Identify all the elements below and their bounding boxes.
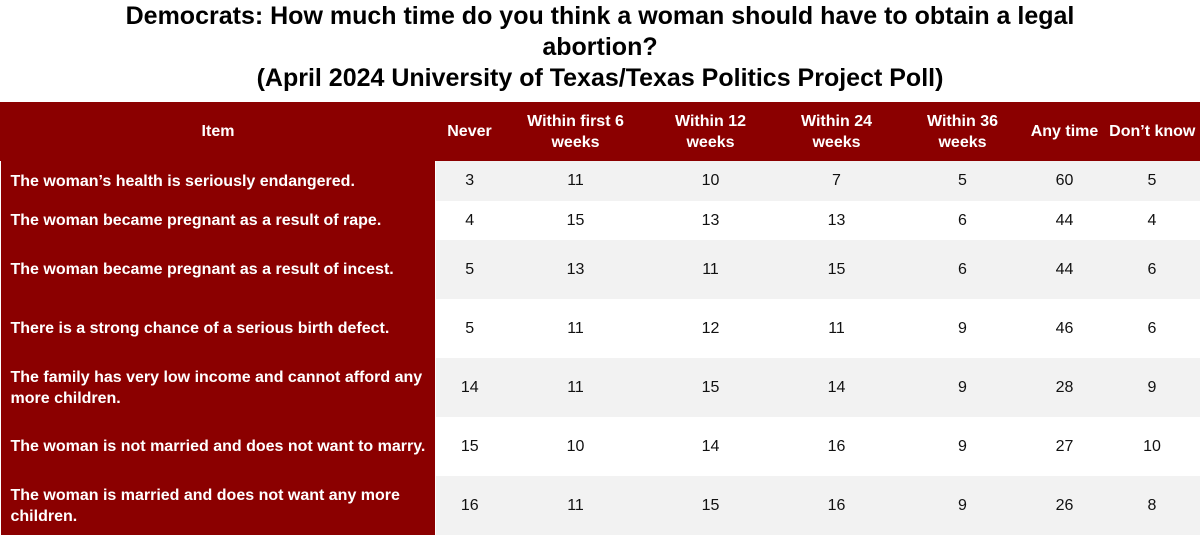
table-cell: 13 [503,240,648,299]
table-cell: 11 [503,358,648,417]
row-item-label: There is a strong chance of a serious bi… [0,299,436,358]
header-row: Item Never Within first 6 weeks Within 1… [0,102,1200,161]
table-cell: 6 [899,240,1026,299]
table-cell: 60 [1025,161,1104,201]
table-cell: 16 [773,417,900,476]
column-header: Within 24 weeks [773,102,900,161]
table-body: The woman’s health is seriously endanger… [0,161,1200,535]
table-cell: 3 [435,161,504,201]
column-header: Never [435,102,504,161]
table-cell: 7 [773,161,900,201]
chart-title: Democrats: How much time do you think a … [0,0,1200,102]
table-cell: 14 [647,417,774,476]
table-cell: 13 [773,201,900,240]
table-row: The woman became pregnant as a result of… [0,201,1200,240]
table-cell: 5 [1103,161,1200,201]
table-cell: 13 [647,201,774,240]
table-cell: 10 [503,417,648,476]
table-cell: 9 [899,299,1026,358]
table-cell: 44 [1025,201,1104,240]
table-cell: 6 [899,201,1026,240]
table-cell: 26 [1025,476,1104,535]
table-cell: 9 [1103,358,1200,417]
title-line-2: abortion? [542,33,658,61]
table-cell: 16 [435,476,504,535]
table-row: The woman became pregnant as a result of… [0,240,1200,299]
table-cell: 4 [1103,201,1200,240]
table-cell: 10 [647,161,774,201]
table-cell: 15 [647,476,774,535]
table-cell: 11 [503,299,648,358]
title-line-1: Democrats: How much time do you think a … [125,2,1075,30]
row-item-label: The woman became pregnant as a result of… [0,201,436,240]
table-row: The family has very low income and canno… [0,358,1200,417]
table-row: The woman is not married and does not wa… [0,417,1200,476]
column-header: Within first 6 weeks [503,102,648,161]
table-cell: 6 [1103,299,1200,358]
column-header: Within 36 weeks [899,102,1026,161]
table-cell: 15 [503,201,648,240]
table-cell: 9 [899,417,1026,476]
table-row: The woman is married and does not want a… [0,476,1200,535]
table-cell: 5 [435,299,504,358]
column-header: Item [0,102,436,161]
table-cell: 11 [773,299,900,358]
table-cell: 46 [1025,299,1104,358]
column-header: Any time [1025,102,1104,161]
table-cell: 8 [1103,476,1200,535]
table-cell: 12 [647,299,774,358]
table-cell: 15 [647,358,774,417]
table-cell: 14 [435,358,504,417]
table-cell: 9 [899,476,1026,535]
table-row: The woman’s health is seriously endanger… [0,161,1200,201]
row-item-label: The woman became pregnant as a result of… [0,240,436,299]
row-item-label: The woman is not married and does not wa… [0,417,436,476]
column-header: Within 12 weeks [647,102,774,161]
table-cell: 27 [1025,417,1104,476]
title-line-3: (April 2024 University of Texas/Texas Po… [256,64,944,92]
table-cell: 5 [899,161,1026,201]
column-header: Don’t know [1103,102,1200,161]
row-item-label: The family has very low income and canno… [0,358,436,417]
table-row: There is a strong chance of a serious bi… [0,299,1200,358]
table-cell: 10 [1103,417,1200,476]
row-item-label: The woman’s health is seriously endanger… [0,161,436,201]
table-cell: 15 [435,417,504,476]
table-cell: 5 [435,240,504,299]
table-cell: 14 [773,358,900,417]
table-cell: 11 [503,161,648,201]
table-cell: 16 [773,476,900,535]
row-item-label: The woman is married and does not want a… [0,476,436,535]
table-cell: 44 [1025,240,1104,299]
table-cell: 28 [1025,358,1104,417]
table-cell: 15 [773,240,900,299]
table-cell: 4 [435,201,504,240]
table-cell: 9 [899,358,1026,417]
data-table: Item Never Within first 6 weeks Within 1… [0,102,1200,535]
table-cell: 6 [1103,240,1200,299]
table-cell: 11 [647,240,774,299]
table-cell: 11 [503,476,648,535]
